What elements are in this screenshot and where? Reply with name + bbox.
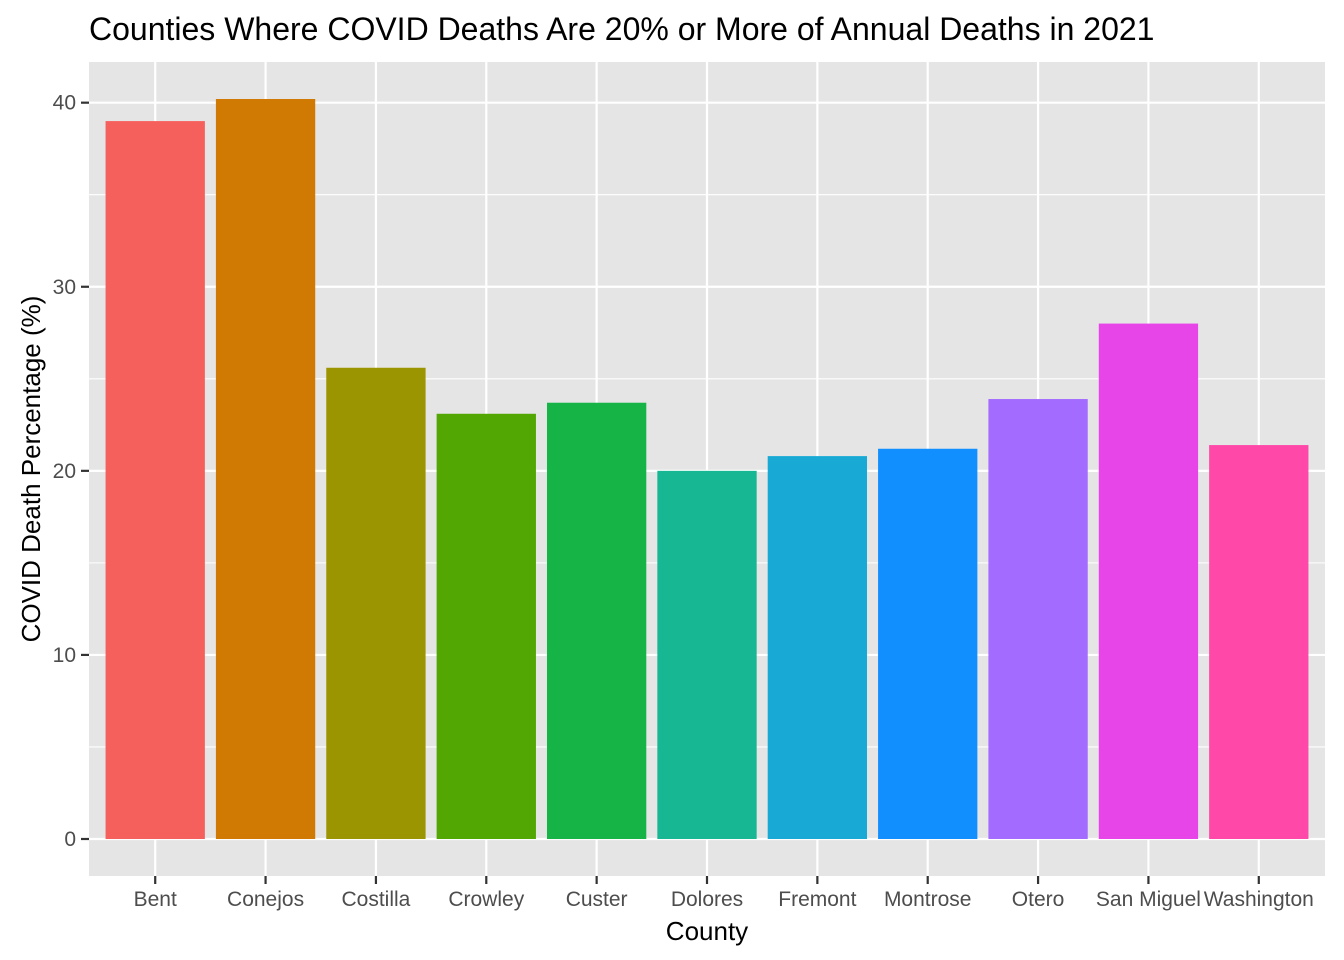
bar-montrose <box>878 448 978 839</box>
x-tick-label: Costilla <box>341 888 410 911</box>
x-tick-label: Montrose <box>884 888 972 911</box>
y-tick-label: 0 <box>64 828 76 851</box>
y-tick-label: 10 <box>53 644 76 667</box>
bar-crowley <box>436 413 536 839</box>
x-axis-title: County <box>666 916 748 946</box>
bar-otero <box>988 399 1088 839</box>
bar-bent <box>105 121 205 840</box>
x-tick-label: Custer <box>566 888 628 911</box>
y-axis: 0 10 20 30 40 <box>53 92 89 851</box>
y-tick-label: 20 <box>53 460 76 483</box>
bar-costilla <box>326 367 426 839</box>
x-tick-label: Crowley <box>448 888 524 911</box>
x-tick-label: Dolores <box>671 888 743 911</box>
bar-custer <box>546 402 647 839</box>
chart-title: Counties Where COVID Deaths Are 20% or M… <box>89 11 1154 47</box>
x-tick-label: Bent <box>134 888 177 911</box>
bar-fremont <box>767 456 868 839</box>
bars <box>105 99 1309 840</box>
bar-conejos <box>215 99 316 839</box>
x-axis: Bent Conejos Costilla Crowley Custer Dolores F… <box>134 876 1314 911</box>
x-tick-label: Otero <box>1012 888 1065 911</box>
bar-san-miguel <box>1098 323 1199 839</box>
y-tick-label: 40 <box>53 92 76 115</box>
x-tick-label: Fremont <box>778 888 856 911</box>
x-tick-label: Washington <box>1204 888 1314 911</box>
x-tick-label: Conejos <box>227 888 304 911</box>
x-tick-label: San Miguel <box>1096 888 1201 911</box>
y-axis-title: COVID Death Percentage (%) <box>16 296 46 643</box>
y-tick-label: 30 <box>53 276 76 299</box>
bar-dolores <box>657 470 757 839</box>
bar-washington <box>1209 445 1309 839</box>
